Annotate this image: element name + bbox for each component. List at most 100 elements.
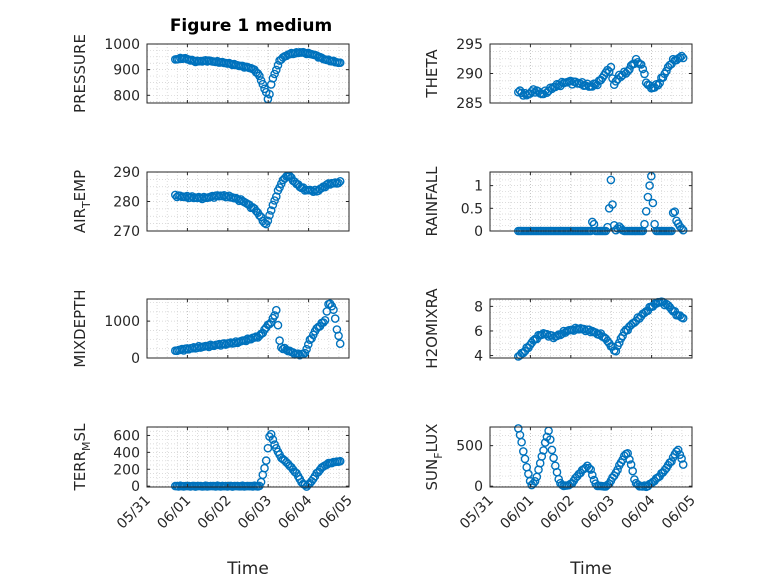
axes-box [489,426,693,488]
data-point [677,454,686,463]
axes-box [146,298,350,359]
y-tick-label: 290 [113,165,140,181]
data-point [266,206,276,215]
data-point [300,348,310,358]
data-point [668,208,678,218]
data-point [263,443,273,453]
y-tick-label: 200 [113,462,140,478]
data-point [517,437,526,447]
data-point [628,466,638,476]
subplot-air-t-emp: 270 280 290 AIRTEMP [71,165,350,240]
data-point [530,476,540,486]
y-axis-label: H2OMIXRA [423,288,441,369]
y-tick-label: 280 [113,195,140,211]
data-point [270,196,279,205]
data-point [640,69,649,79]
axes-box [489,298,693,359]
x-tick-label: 06/04 [619,492,659,532]
data-point [586,465,596,474]
y-tick-label: 6 [474,324,483,340]
data-point [678,460,688,469]
data-point [258,79,268,89]
data-point [520,454,530,464]
data-point [638,64,648,74]
data-point [611,346,621,356]
data-point [263,216,273,226]
data-point [335,456,345,466]
y-tick-label: 1 [474,179,483,195]
data-point [678,313,688,323]
data-point [606,62,616,72]
subplot-mixdepth: 0 1000 MIXDEPTH [71,289,350,368]
x-tick-label: 06/02 [538,493,578,533]
data-point [261,456,271,465]
data-point [335,58,345,68]
data-point [539,446,548,455]
data-point [678,53,688,63]
y-tick-label: 800 [113,88,140,104]
subplot-sun-f-lux: 0 500 05/31 06/01 06/02 06/03 06/04 06/05 Time SU… [423,424,699,579]
data-point [670,207,680,216]
x-tick-label: 06/02 [195,493,235,533]
data-point [604,67,614,76]
data-point [675,450,685,460]
x-tick-label: 06/03 [235,493,275,533]
y-axis-label: RAINFALL [423,166,441,237]
x-tick-label: 05/31 [114,493,154,533]
data-point [623,448,633,458]
y-tick-label: 0 [474,224,483,240]
x-axis-label: Time [226,559,269,579]
y-tick-label: 900 [113,63,140,79]
x-tick-label: 06/01 [154,493,194,533]
data-point [641,206,651,216]
x-tick-label: 06/04 [276,492,316,532]
data-point [611,77,621,86]
x-tick-label: 05/31 [457,493,497,533]
subplot-theta: 285 290 295 THETA [423,37,693,112]
y-axis-label: TERRMSL [71,423,93,492]
data-point [673,445,683,455]
y-tick-label: 0 [131,351,140,367]
y-tick-label: 8 [474,299,483,315]
data-point [581,463,590,473]
data-point [329,305,338,315]
y-tick-label: 0 [131,479,140,495]
data-point [620,67,629,77]
y-axis-label: PRESSURE [71,34,89,113]
data-point [265,89,274,99]
data-point [265,210,274,220]
x-tick-label: 06/01 [497,493,537,533]
data-point [334,331,343,341]
data-point [255,481,264,491]
y-tick-label: 0 [474,479,483,495]
data-point [643,192,653,202]
y-tick-label: 1000 [104,37,140,53]
y-axis-label: AIRTEMP [71,170,93,233]
data-point [579,324,589,334]
data-point [260,463,269,473]
data-point [266,429,276,439]
data-point [547,445,557,455]
data-point [268,74,278,83]
y-tick-label: 1000 [104,314,140,330]
data-point [636,60,646,69]
data-point [270,311,279,320]
data-point [625,455,634,464]
data-point [233,194,242,204]
data-point [648,198,658,208]
y-axis-label: THETA [423,49,441,99]
data-point [320,315,330,325]
data-point [588,217,597,227]
data-point [268,435,278,444]
data-point [549,453,558,463]
data-point [271,192,281,201]
data-point [588,470,597,480]
data-point [653,80,663,90]
data-point [667,457,676,466]
y-tick-label: 285 [456,96,483,112]
data-point [606,175,616,185]
data-point [677,51,686,61]
axes-box [489,171,693,232]
data-point [302,344,311,354]
